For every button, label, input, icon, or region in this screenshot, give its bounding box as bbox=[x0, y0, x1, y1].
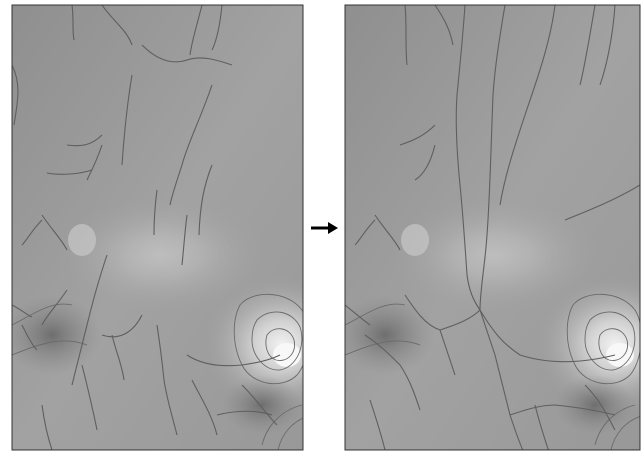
right-panel bbox=[345, 5, 640, 450]
arrow bbox=[311, 222, 338, 234]
streams bbox=[12, 5, 281, 450]
left-panel bbox=[12, 5, 303, 450]
terrain bbox=[345, 5, 640, 450]
terrain bbox=[12, 5, 303, 450]
right-panel-border bbox=[344, 4, 641, 451]
left-panel-border bbox=[11, 4, 304, 451]
streams bbox=[345, 5, 640, 450]
